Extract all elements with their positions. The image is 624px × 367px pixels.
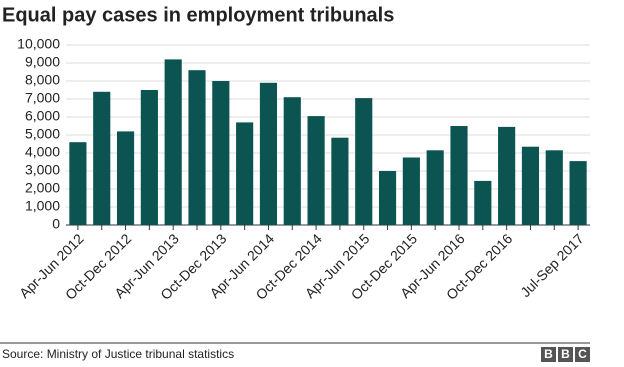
- y-tick-label: 3,000: [25, 162, 60, 178]
- y-tick-label: 10,000: [17, 36, 60, 52]
- logo-box: [575, 347, 590, 362]
- y-tick-label: 7,000: [25, 90, 60, 106]
- x-tick-label: Jul-Sep 2017: [517, 230, 587, 300]
- logo-letter: B: [544, 347, 553, 361]
- bar: [93, 91, 111, 225]
- y-tick-label: 1,000: [25, 198, 60, 214]
- bar: [378, 171, 397, 225]
- y-tick-label: 9,000: [25, 54, 60, 70]
- bar: [402, 157, 420, 225]
- chart-title: Equal pay cases in employment tribunals: [2, 4, 394, 26]
- bar: [259, 82, 278, 225]
- bar: [212, 81, 230, 225]
- bar: [545, 150, 563, 225]
- bar: [569, 161, 587, 225]
- y-tick-label: 6,000: [25, 108, 60, 124]
- bar: [188, 70, 206, 225]
- bar: [450, 126, 468, 225]
- bar: [498, 126, 516, 225]
- bar: [164, 59, 182, 226]
- y-tick-label: 2,000: [25, 180, 60, 196]
- y-tick-label: 4,000: [25, 144, 60, 160]
- logo-letter: C: [578, 347, 587, 361]
- logo-box: [541, 347, 556, 362]
- bar: [355, 98, 373, 225]
- bar: [236, 122, 254, 225]
- bar: [331, 137, 349, 225]
- source: Source: Ministry of Justice tribunal sta…: [2, 347, 234, 361]
- bar: [283, 97, 301, 225]
- bar: [140, 90, 158, 225]
- y-tick-label: 5,000: [25, 126, 60, 142]
- bar: [521, 146, 540, 225]
- bar: [69, 142, 87, 225]
- bar: [116, 131, 135, 225]
- logo-letter: B: [561, 347, 570, 361]
- logo-box: [558, 347, 573, 362]
- bar: [426, 150, 444, 225]
- bar: [307, 116, 325, 225]
- y-tick-label: 8,000: [25, 72, 60, 88]
- bar: [474, 180, 492, 225]
- y-tick-label: 0: [52, 216, 60, 232]
